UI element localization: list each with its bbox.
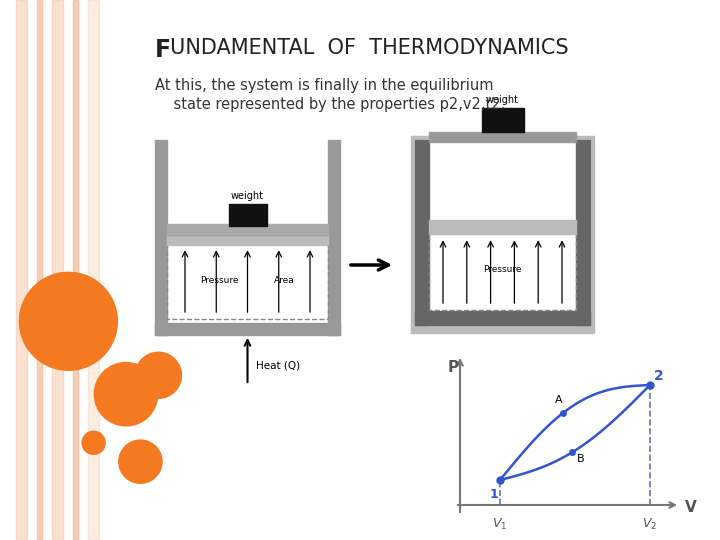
Text: F: F	[155, 38, 171, 62]
Bar	[37, 0, 42, 540]
Text: weight: weight	[486, 95, 519, 105]
Text: Area: Area	[274, 276, 295, 285]
Bar	[155, 140, 167, 335]
Text: Heat (Q): Heat (Q)	[256, 360, 300, 370]
Circle shape	[19, 272, 117, 370]
Text: V: V	[685, 500, 697, 515]
Text: 2: 2	[654, 369, 664, 383]
Text: weight: weight	[231, 191, 264, 201]
Circle shape	[119, 440, 162, 483]
Bar	[328, 140, 340, 335]
Text: 1: 1	[490, 488, 498, 501]
Bar	[167, 232, 328, 245]
Bar	[482, 108, 523, 132]
Bar	[415, 140, 429, 325]
Bar	[167, 224, 328, 234]
Circle shape	[135, 352, 181, 399]
Bar	[415, 140, 590, 325]
Text: $V_2$: $V_2$	[642, 517, 657, 532]
Bar	[429, 220, 576, 234]
Circle shape	[82, 431, 105, 454]
Bar	[167, 232, 328, 235]
Bar	[167, 241, 328, 319]
Bar	[415, 311, 590, 325]
Text: UNDAMENTAL  OF  THERMODYNAMICS: UNDAMENTAL OF THERMODYNAMICS	[170, 38, 569, 58]
Text: A: A	[555, 395, 563, 405]
Bar	[155, 323, 340, 335]
Bar	[16, 0, 27, 540]
Circle shape	[94, 362, 158, 426]
Bar	[73, 0, 78, 540]
Bar	[228, 204, 266, 226]
Bar	[52, 0, 63, 540]
Text: B: B	[577, 454, 585, 464]
Text: P: P	[447, 360, 459, 375]
Bar	[429, 132, 576, 142]
Text: $V_1$: $V_1$	[492, 517, 508, 532]
Text: state represented by the properties p2,v2,t2.: state represented by the properties p2,v…	[155, 97, 505, 112]
Bar	[576, 140, 590, 325]
Bar	[429, 233, 576, 310]
Bar	[88, 0, 99, 540]
Text: Pressure: Pressure	[483, 265, 522, 274]
Bar	[411, 136, 594, 333]
Text: Pressure: Pressure	[200, 276, 239, 285]
Text: At this, the system is finally in the equilibrium: At this, the system is finally in the eq…	[155, 78, 493, 93]
